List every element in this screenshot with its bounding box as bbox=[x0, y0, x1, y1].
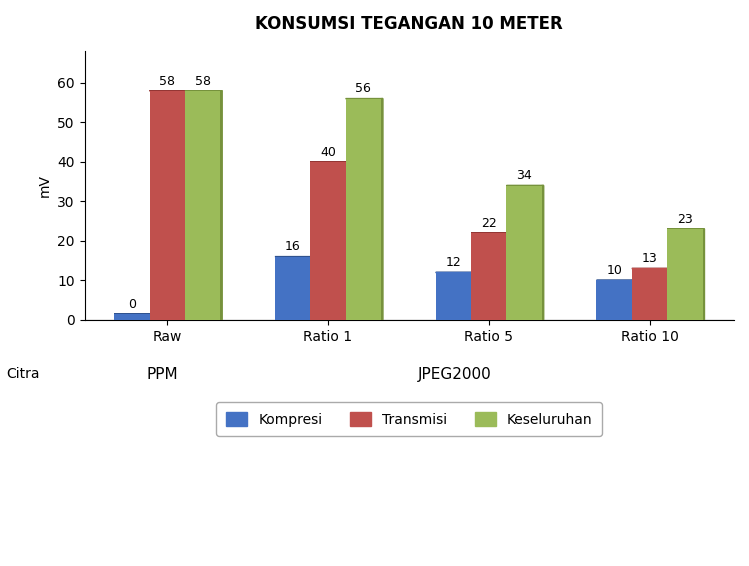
Text: 23: 23 bbox=[677, 213, 693, 226]
Legend: Kompresi, Transmisi, Keseluruhan: Kompresi, Transmisi, Keseluruhan bbox=[216, 402, 602, 436]
Title: KONSUMSI TEGANGAN 10 METER: KONSUMSI TEGANGAN 10 METER bbox=[255, 15, 563, 33]
Polygon shape bbox=[703, 229, 705, 320]
Text: 0: 0 bbox=[128, 298, 136, 311]
Text: 56: 56 bbox=[356, 83, 372, 96]
Bar bbox=[436, 272, 471, 320]
Text: Citra: Citra bbox=[7, 367, 40, 381]
Bar bbox=[275, 256, 310, 320]
Text: 58: 58 bbox=[160, 75, 175, 88]
Bar bbox=[185, 91, 220, 320]
Text: 22: 22 bbox=[481, 217, 497, 230]
Bar bbox=[310, 162, 346, 320]
Polygon shape bbox=[150, 314, 151, 320]
Bar bbox=[471, 233, 506, 320]
Bar bbox=[114, 314, 150, 320]
Polygon shape bbox=[471, 272, 473, 320]
Text: PPM: PPM bbox=[147, 367, 178, 382]
Polygon shape bbox=[346, 162, 348, 320]
Polygon shape bbox=[220, 91, 222, 320]
Polygon shape bbox=[185, 91, 187, 320]
Polygon shape bbox=[381, 98, 383, 320]
Text: 40: 40 bbox=[320, 145, 336, 158]
Text: 13: 13 bbox=[642, 252, 658, 265]
Polygon shape bbox=[667, 268, 669, 320]
Text: 10: 10 bbox=[606, 264, 622, 277]
Polygon shape bbox=[310, 256, 312, 320]
Text: 58: 58 bbox=[195, 75, 210, 88]
Bar bbox=[596, 280, 632, 320]
Polygon shape bbox=[542, 186, 544, 320]
Y-axis label: mV: mV bbox=[37, 174, 52, 197]
Text: 34: 34 bbox=[516, 169, 532, 182]
Bar bbox=[632, 268, 667, 320]
Bar bbox=[506, 186, 542, 320]
Polygon shape bbox=[632, 280, 634, 320]
Polygon shape bbox=[506, 233, 509, 320]
Bar bbox=[346, 98, 381, 320]
Text: JPEG2000: JPEG2000 bbox=[418, 367, 491, 382]
Bar bbox=[667, 229, 703, 320]
Bar bbox=[150, 91, 185, 320]
Text: 12: 12 bbox=[446, 256, 461, 269]
Text: 16: 16 bbox=[285, 241, 300, 254]
